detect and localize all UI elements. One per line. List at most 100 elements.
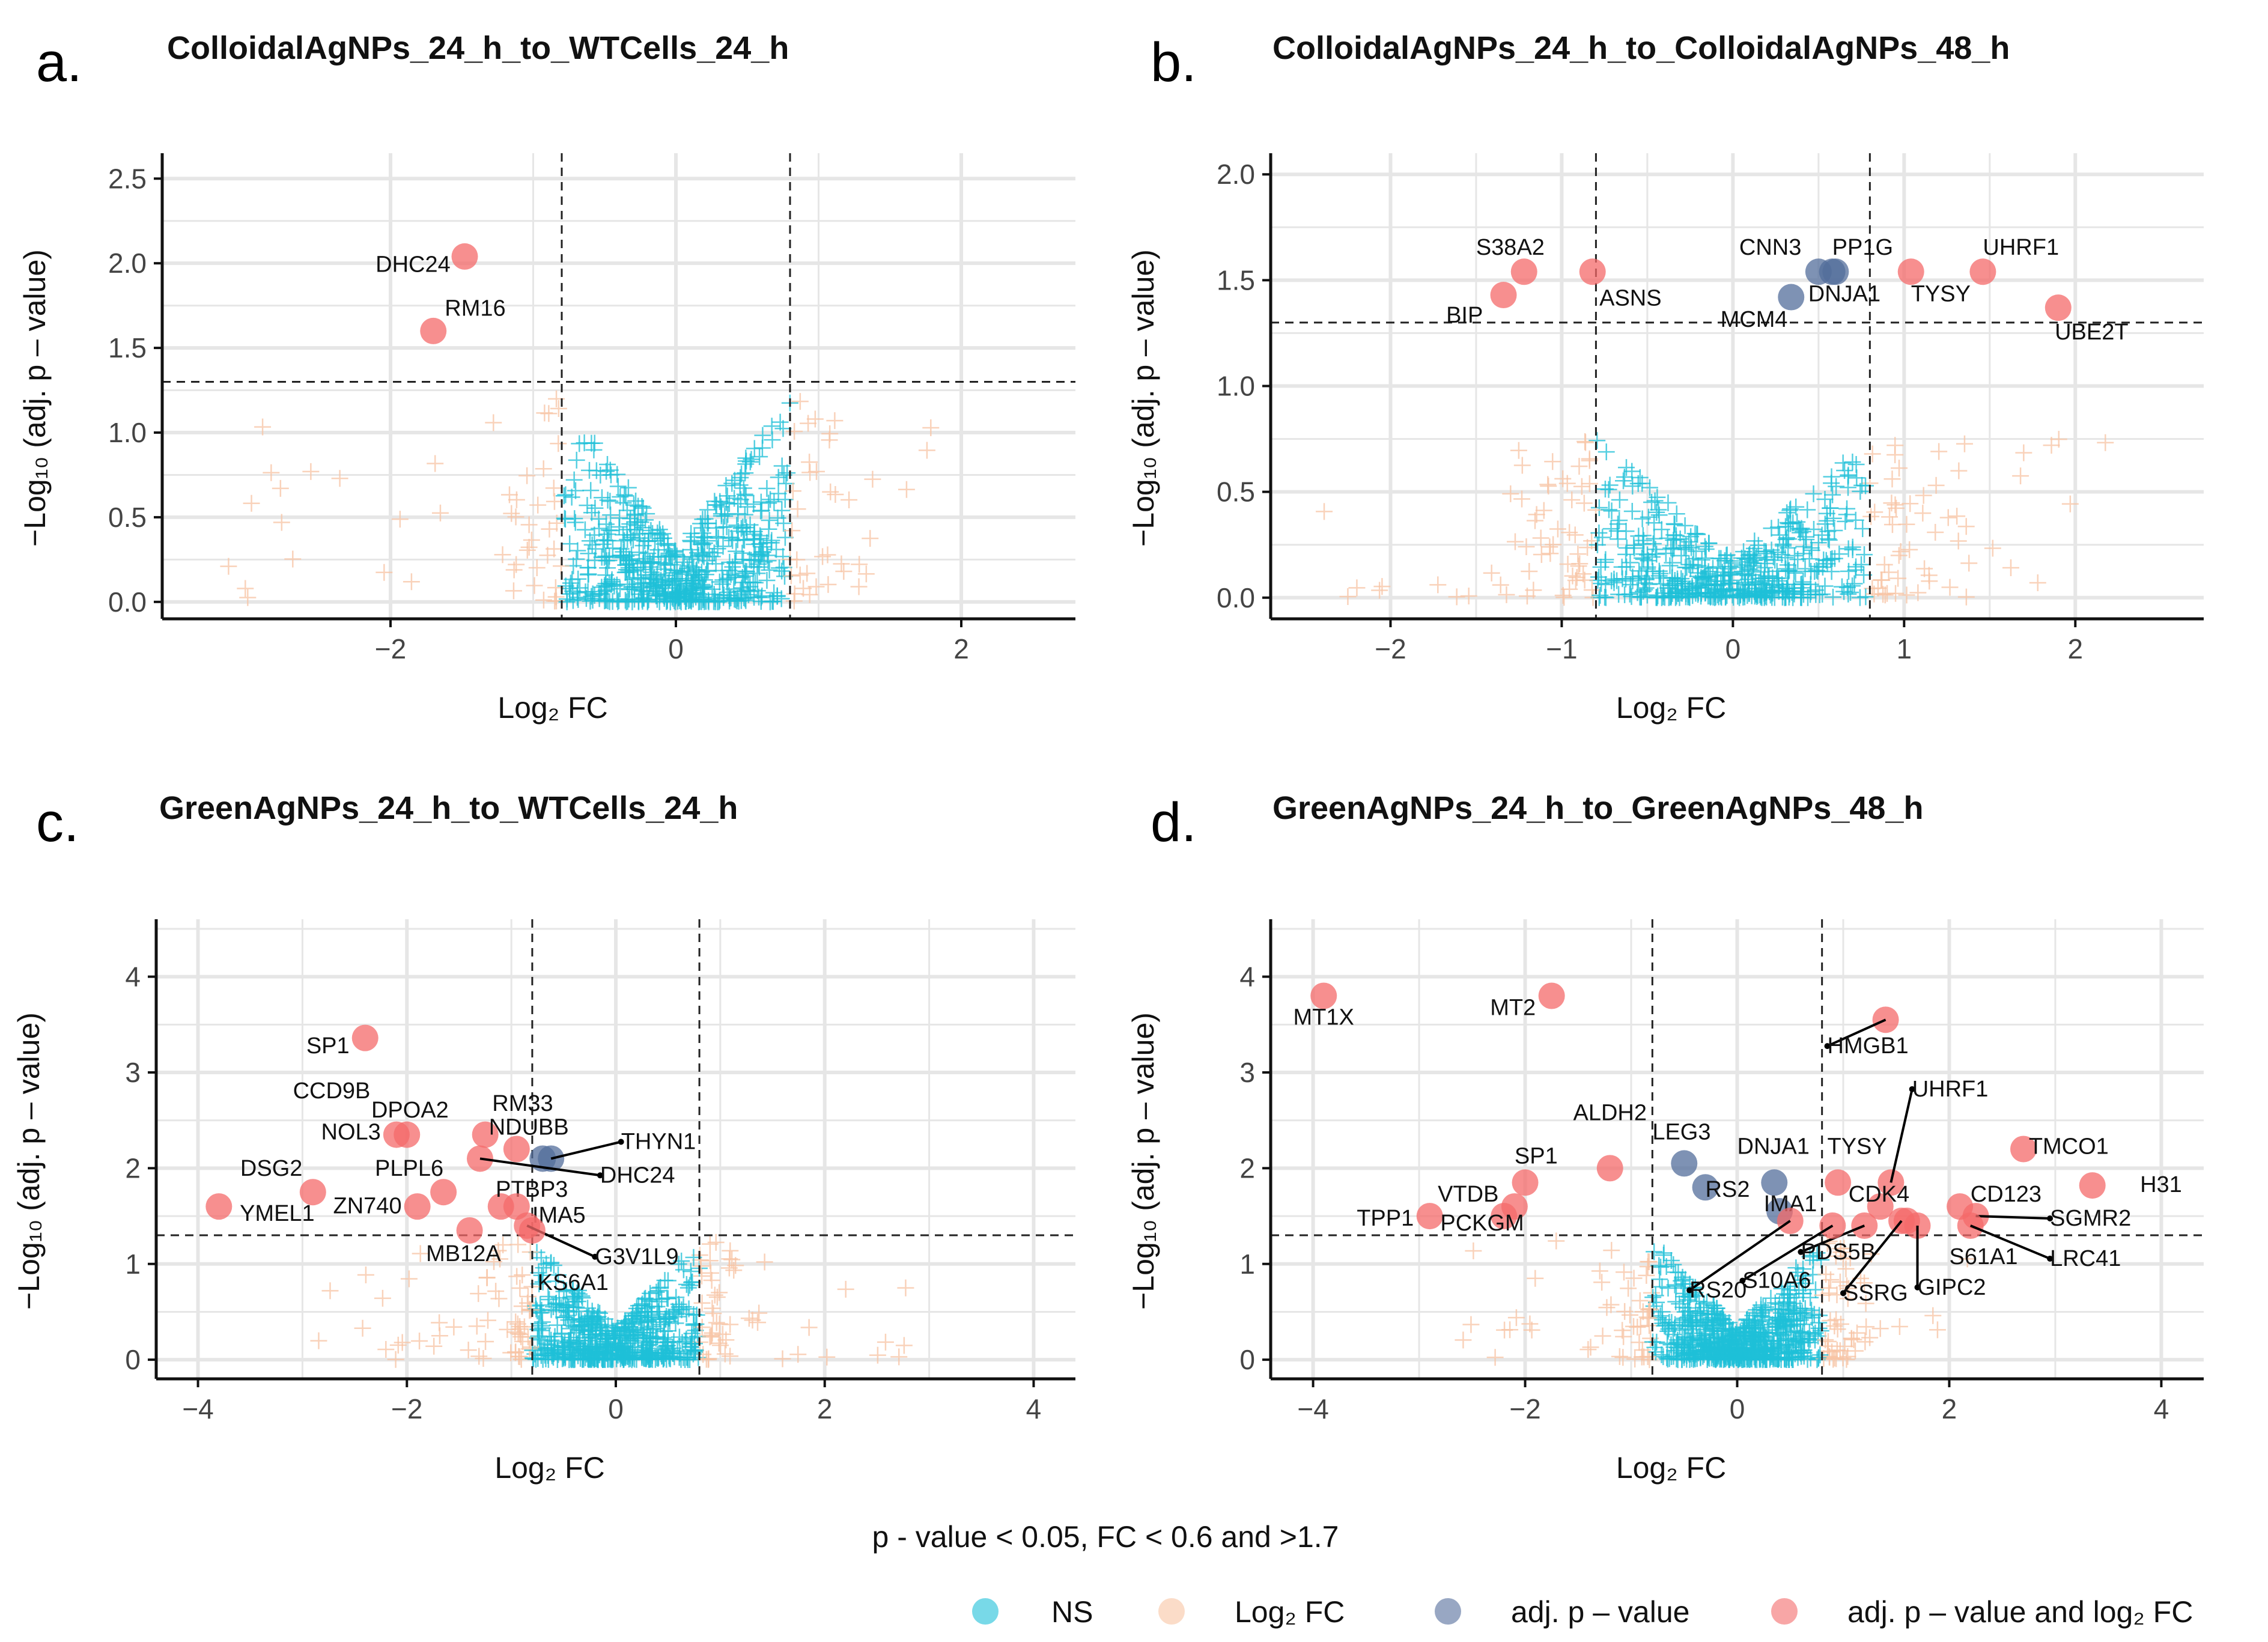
point-mb12a (456, 1217, 483, 1244)
point-log2fc (1567, 571, 1584, 589)
point-log2fc (717, 1331, 735, 1349)
point-log2fc (1871, 1320, 1889, 1337)
point-ns (746, 535, 763, 553)
point-ns (580, 565, 597, 583)
point-ns (602, 506, 619, 524)
point-ns (1789, 513, 1806, 531)
point-ns (1786, 547, 1803, 564)
point-ns (566, 1291, 583, 1308)
gene-label: PCKGM (1440, 1211, 1524, 1236)
point-ns (661, 546, 678, 564)
point-log2fc (1939, 509, 1957, 526)
point-log2fc (1614, 1349, 1632, 1366)
legend-swatch-log2fc (1158, 1598, 1185, 1625)
point-log2fc (862, 530, 879, 547)
point-ns (1647, 1287, 1664, 1304)
point-ns (585, 441, 603, 458)
point-log2fc (798, 565, 816, 582)
point-log2fc (1570, 558, 1587, 575)
point-ns (768, 541, 785, 558)
point-ns (1704, 1297, 1722, 1314)
point-ns (1805, 485, 1822, 502)
point-ns (733, 465, 750, 482)
point-ns (616, 1349, 634, 1366)
point-log2fc (1564, 567, 1581, 585)
point-ns (591, 1344, 608, 1361)
label-connector-end (2047, 1255, 2054, 1262)
gene-label: PDS5B (1801, 1239, 1876, 1265)
point-log2fc (357, 1266, 374, 1283)
point-log2fc (1521, 1315, 1539, 1333)
gene-label: MT2 (1490, 995, 1536, 1020)
point-ns (675, 1261, 692, 1279)
gene-label: NDUBB (489, 1115, 569, 1140)
point-log2fc (515, 1318, 533, 1336)
point-ns (1635, 583, 1652, 600)
point-log2fc (2012, 467, 2029, 485)
point-ns (545, 1298, 562, 1315)
point-log2fc (819, 546, 836, 564)
point-ns (750, 588, 767, 606)
gene-label: ZN740 (333, 1193, 402, 1218)
point-log2fc (711, 1315, 728, 1333)
point-log2fc (819, 576, 837, 593)
gene-label: S38A2 (1476, 235, 1545, 260)
point-ns (664, 1303, 681, 1320)
point-ns (1700, 576, 1717, 593)
point-log2fc (545, 479, 562, 497)
point-log2fc (310, 1332, 327, 1349)
legend-label-adjp: adj. p – value (1511, 1595, 1689, 1629)
point-log2fc (1631, 1292, 1649, 1309)
point-log2fc (693, 1267, 711, 1285)
point-log2fc (505, 582, 522, 600)
point-ns (595, 583, 613, 600)
point-log2fc (851, 556, 868, 573)
point-log2fc (477, 1333, 494, 1351)
point-ns (1815, 551, 1832, 568)
panel-title: GreenAgNPs_24_h_to_GreenAgNPs_48_h (1272, 790, 1923, 826)
gene-label: PLPL6 (375, 1156, 443, 1181)
point-log2fc (788, 551, 806, 568)
point-log2fc (791, 567, 809, 584)
point-ns (612, 580, 629, 598)
point-ns (646, 1351, 664, 1368)
point-ns (1754, 1311, 1772, 1328)
point-log2fc (1462, 1316, 1480, 1333)
point-log2fc (1639, 1348, 1656, 1365)
point-ns (1670, 585, 1687, 602)
point-ns (1634, 535, 1652, 553)
point-ks6a1 (518, 1217, 546, 1244)
point-ns (773, 457, 791, 475)
panel-letter: a. (36, 32, 82, 93)
point-ns (1691, 1293, 1708, 1310)
point-log2fc (1563, 491, 1581, 509)
point-ns (563, 488, 580, 506)
point-log2fc (2029, 574, 2046, 591)
point-ns (1738, 1340, 1756, 1357)
point-ns (1603, 572, 1620, 589)
point-ns (1818, 505, 1835, 522)
point-ns (1840, 466, 1857, 484)
grid (156, 919, 1075, 1379)
point-ns (577, 590, 595, 607)
point-ns (568, 451, 585, 469)
point-ns (1763, 520, 1780, 537)
point-ns (736, 506, 753, 523)
point-ns (586, 1340, 604, 1358)
point-ns (1786, 582, 1803, 600)
point-log2fc (411, 1332, 428, 1349)
point-log2fc (1513, 490, 1531, 508)
point-ns (1798, 531, 1815, 548)
point-log2fc (864, 470, 881, 488)
point-ns (739, 498, 756, 515)
point-log2fc (1902, 495, 1919, 512)
panel-d: d. GreenAgNPs_24_h_to_GreenAgNPs_48_h −4 −2… (1126, 790, 2204, 1485)
point-ns (621, 552, 638, 570)
point-ns (1695, 1318, 1712, 1335)
point-ns (1689, 1345, 1707, 1362)
x-tick-label: −2 (1509, 1393, 1540, 1425)
x-tick-label: 0 (1730, 1393, 1745, 1425)
point-log2fc (425, 1337, 443, 1355)
